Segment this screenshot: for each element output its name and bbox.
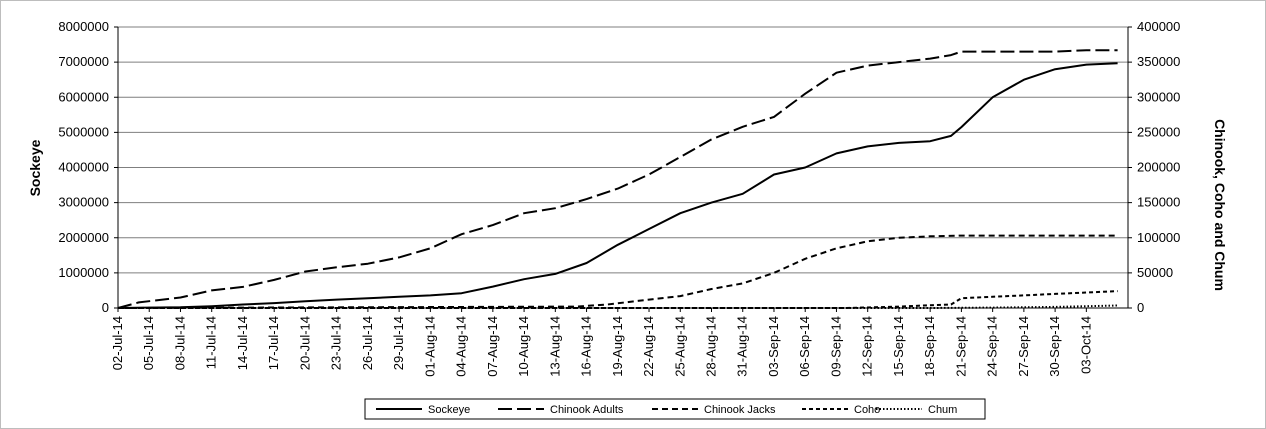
y-tick-label: 1000000 <box>58 265 109 280</box>
x-tick-label: 20-Jul-14 <box>297 316 312 370</box>
x-tick-label: 06-Sep-14 <box>797 316 812 377</box>
axes <box>114 26 1132 312</box>
x-tick-label: 21-Sep-14 <box>953 316 968 377</box>
y2-tick-label: 200000 <box>1137 160 1180 175</box>
x-tick-label: 07-Aug-14 <box>485 316 500 377</box>
x-tick-label: 26-Jul-14 <box>360 316 375 370</box>
x-tick-label: 10-Aug-14 <box>516 316 531 377</box>
x-tick-label: 03-Sep-14 <box>766 316 781 377</box>
x-tick-label: 16-Aug-14 <box>579 316 594 377</box>
y-tick-label: 4000000 <box>58 160 109 175</box>
y-tick-label: 3000000 <box>58 195 109 210</box>
y-tick-label: 7000000 <box>58 54 109 69</box>
x-tick-label: 05-Jul-14 <box>141 316 156 370</box>
series-line-coho <box>118 290 1118 309</box>
y-tick-label: 8000000 <box>58 19 109 34</box>
x-tick-label: 01-Aug-14 <box>422 316 437 377</box>
y2-tick-label: 300000 <box>1137 89 1180 104</box>
legend-label: Chum <box>928 404 957 416</box>
x-tick-label: 30-Sep-14 <box>1047 316 1062 377</box>
y2-tick-label: 400000 <box>1137 19 1180 34</box>
x-tick-label: 29-Jul-14 <box>391 316 406 370</box>
y2-tick-label: 350000 <box>1137 54 1180 69</box>
x-tick-label: 02-Jul-14 <box>110 316 125 370</box>
y2-tick-label: 0 <box>1137 300 1144 315</box>
y-tick-label: 0 <box>102 300 109 315</box>
y2-tick-label: 250000 <box>1137 124 1180 139</box>
left-axis-ticks: 0 1000000 2000000 3000000 4000000 5000000 6000… <box>58 19 109 315</box>
x-tick-label: 09-Sep-14 <box>828 316 843 377</box>
legend-label: Chinook Adults <box>550 404 624 416</box>
x-tick-label: 15-Sep-14 <box>891 316 906 377</box>
x-tick-label: 08-Jul-14 <box>172 316 187 370</box>
series-line-chinook-adults <box>117 49 1118 309</box>
x-tick-label: 17-Jul-14 <box>266 316 281 370</box>
x-tick-label: 24-Sep-14 <box>985 316 1000 377</box>
x-tick-label: 12-Sep-14 <box>860 316 875 377</box>
x-tick-label: 11-Jul-14 <box>204 316 219 369</box>
right-axis-ticks: 0 50000 100000 150000 200000 250000 300000 3500… <box>1137 19 1180 315</box>
y-tick-label: 5000000 <box>58 124 109 139</box>
x-tick-label: 03-Oct-14 <box>1078 316 1093 374</box>
y-axis-title: Sockeye <box>27 139 43 196</box>
series-line-sockeye <box>117 62 1118 309</box>
y2-tick-label: 150000 <box>1137 195 1180 210</box>
series-lines <box>117 49 1118 309</box>
y2-tick-label: 100000 <box>1137 230 1180 245</box>
series-line-chum <box>118 304 1118 309</box>
legend-label: Sockeye <box>428 404 470 416</box>
x-tick-label: 31-Aug-14 <box>735 316 750 377</box>
y-tick-label: 2000000 <box>58 230 109 245</box>
legend-label: Chinook Jacks <box>704 404 776 416</box>
x-tick-label: 25-Aug-14 <box>672 316 687 377</box>
x-tick-label: 04-Aug-14 <box>454 316 469 377</box>
legend: Sockeye Chinook Adults Chinook Jacks Coho Ch… <box>364 398 986 420</box>
x-axis-ticks: 02-Jul-14 05-Jul-14 08-Jul-14 11-Jul-14 14-J… <box>110 316 1093 377</box>
series-line-chinook-jacks <box>117 234 1118 309</box>
x-tick-label: 28-Aug-14 <box>704 316 719 377</box>
x-tick-label: 14-Jul-14 <box>235 316 250 370</box>
gridlines <box>118 26 1128 274</box>
x-tick-label: 13-Aug-14 <box>547 316 562 377</box>
y-tick-label: 6000000 <box>58 89 109 104</box>
x-tick-label: 27-Sep-14 <box>1016 316 1031 377</box>
x-tick-label: 19-Aug-14 <box>610 316 625 377</box>
legend-label: Coho <box>854 404 880 416</box>
y2-tick-label: 50000 <box>1137 265 1173 280</box>
x-tick-label: 18-Sep-14 <box>922 316 937 377</box>
y2-axis-title: Chinook, Coho and Chum <box>1212 119 1228 291</box>
x-tick-label: 22-Aug-14 <box>641 316 656 377</box>
x-tick-label: 23-Jul-14 <box>329 316 344 370</box>
